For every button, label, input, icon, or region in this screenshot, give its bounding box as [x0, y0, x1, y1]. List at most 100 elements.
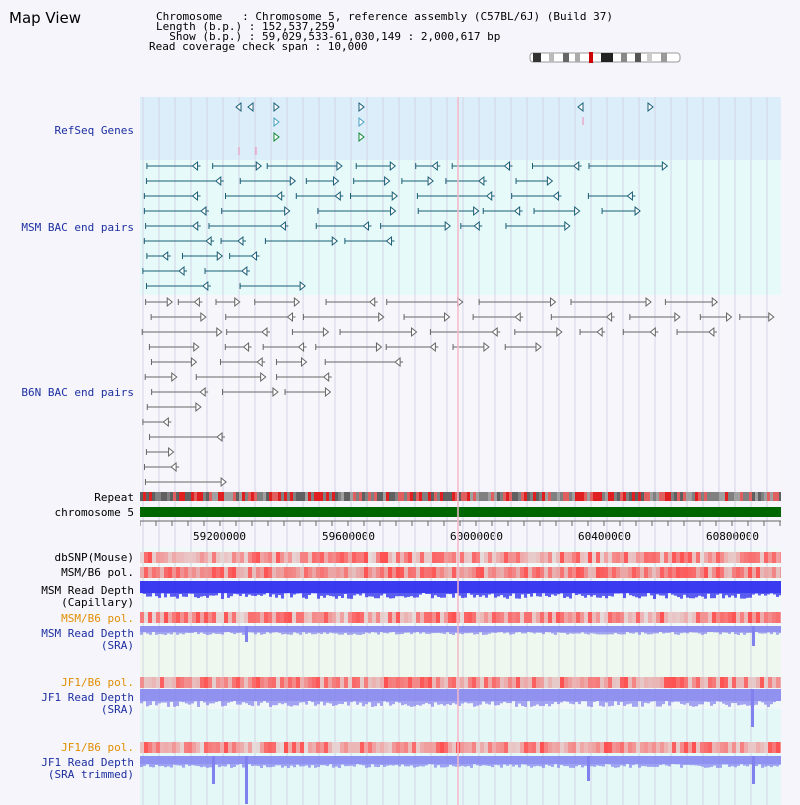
snp-cell — [576, 567, 580, 578]
depth-bar — [404, 632, 407, 633]
depth-bar — [215, 593, 218, 596]
repeat-block — [224, 492, 227, 501]
depth-bar — [218, 764, 221, 768]
track-label-msm-depth-capillary[interactable]: MSM Read Depth — [41, 584, 134, 597]
gene-arrow — [273, 116, 280, 128]
depth-bar — [581, 593, 584, 596]
bac-end-arrow — [726, 311, 733, 323]
track-label-msm-b6-pol-2[interactable]: MSM/B6 pol. — [61, 612, 134, 625]
depth-bar — [335, 701, 338, 706]
track-label-dbsnp[interactable]: dbSNP(Mouse) — [54, 551, 134, 564]
depth-bar — [308, 632, 311, 633]
repeat-block — [620, 492, 623, 501]
track-label-repeat[interactable]: Repeat — [94, 491, 134, 504]
snp-cell — [616, 612, 620, 623]
snp-cell — [420, 742, 424, 753]
snp-cell — [168, 612, 172, 623]
repeat-block — [155, 492, 158, 501]
snp-cell — [140, 552, 144, 563]
snp-cell — [768, 677, 772, 688]
snp-cell — [536, 677, 540, 688]
track-label-chromosome[interactable]: chromosome 5 — [54, 506, 134, 519]
depth-bar — [407, 593, 410, 597]
snp-cell — [272, 552, 276, 563]
depth-bar — [698, 593, 701, 596]
repeat-block — [365, 492, 368, 501]
snp-cell — [416, 567, 420, 578]
track-label-msm-bac[interactable]: MSM BAC end pairs — [21, 221, 134, 234]
bac-end-arrow — [191, 190, 199, 202]
snp-cell — [676, 567, 680, 578]
snp-cell — [632, 567, 636, 578]
track-label-jf1-depth-sra-sub: (SRA) — [100, 703, 134, 716]
snp-cell — [344, 567, 348, 578]
snp-cell — [704, 677, 708, 688]
track-label-msm-b6-pol[interactable]: MSM/B6 pol. — [61, 566, 134, 579]
depth-bar — [323, 593, 326, 598]
snp-cell — [644, 552, 648, 563]
repeat-block — [665, 492, 668, 501]
depth-bar — [725, 764, 728, 765]
snp-cell — [336, 567, 340, 578]
snp-cell — [308, 552, 312, 563]
bac-end-arrow — [299, 280, 306, 292]
depth-bar — [284, 764, 287, 767]
depth-bar — [566, 764, 569, 767]
depth-bar — [194, 593, 197, 598]
depth-bar — [674, 593, 677, 596]
depth-bar — [506, 764, 509, 766]
depth-bar — [698, 701, 701, 705]
snp-cell — [308, 742, 312, 753]
snp-cell — [480, 612, 484, 623]
depth-bar — [743, 632, 746, 635]
depth-bar — [356, 701, 359, 705]
track-label-b6n-bac[interactable]: B6N BAC end pairs — [21, 386, 134, 399]
genome-track-panel[interactable] — [140, 97, 781, 805]
snp-cell — [608, 612, 612, 623]
depth-bar — [644, 701, 647, 703]
depth-bar — [257, 632, 260, 633]
bac-end-arrow — [279, 220, 286, 232]
bac-end-arrow — [250, 250, 258, 262]
snp-cell — [204, 612, 208, 623]
repeat-block — [347, 492, 350, 501]
depth-bar — [185, 593, 188, 597]
depth-bar — [617, 701, 620, 705]
track-label-jf1-depth-trimmed[interactable]: JF1 Read Depth — [41, 756, 134, 769]
snp-cell — [764, 567, 768, 578]
depth-bar — [749, 593, 752, 598]
depth-bar — [596, 764, 599, 766]
depth-bar — [479, 764, 482, 767]
track-label-msm-depth-sra[interactable]: MSM Read Depth — [41, 627, 134, 640]
snp-cell — [148, 742, 152, 753]
snp-cell — [576, 742, 580, 753]
snp-cell — [472, 742, 476, 753]
track-label-jf1-b6-pol[interactable]: JF1/B6 pol. — [61, 676, 134, 689]
snp-cell — [700, 742, 704, 753]
snp-cell — [168, 567, 172, 578]
repeat-block — [716, 492, 719, 501]
snp-cell — [624, 552, 628, 563]
snp-cell — [664, 612, 668, 623]
gene-arrow — [358, 101, 365, 113]
depth-bar — [395, 593, 398, 597]
snp-cell — [780, 677, 781, 688]
snp-cell — [436, 612, 440, 623]
depth-bar — [629, 593, 632, 596]
snp-cell — [600, 552, 604, 563]
depth-bar — [170, 701, 173, 702]
track-label-jf1-b6-pol-2[interactable]: JF1/B6 pol. — [61, 741, 134, 754]
depth-bar — [602, 764, 605, 767]
snp-cell — [748, 742, 752, 753]
depth-bar — [380, 593, 383, 596]
depth-bar — [455, 701, 458, 705]
depth-bar — [467, 764, 470, 767]
track-label-refseq-genes[interactable]: RefSeq Genes — [54, 124, 134, 137]
snp-cell — [188, 677, 192, 688]
depth-bar — [143, 764, 146, 766]
depth-bar — [368, 701, 371, 703]
repeat-block — [713, 492, 716, 501]
chromosome-ideogram[interactable] — [527, 50, 687, 66]
depth-bar — [593, 593, 596, 596]
track-label-jf1-depth-sra[interactable]: JF1 Read Depth — [41, 691, 134, 704]
